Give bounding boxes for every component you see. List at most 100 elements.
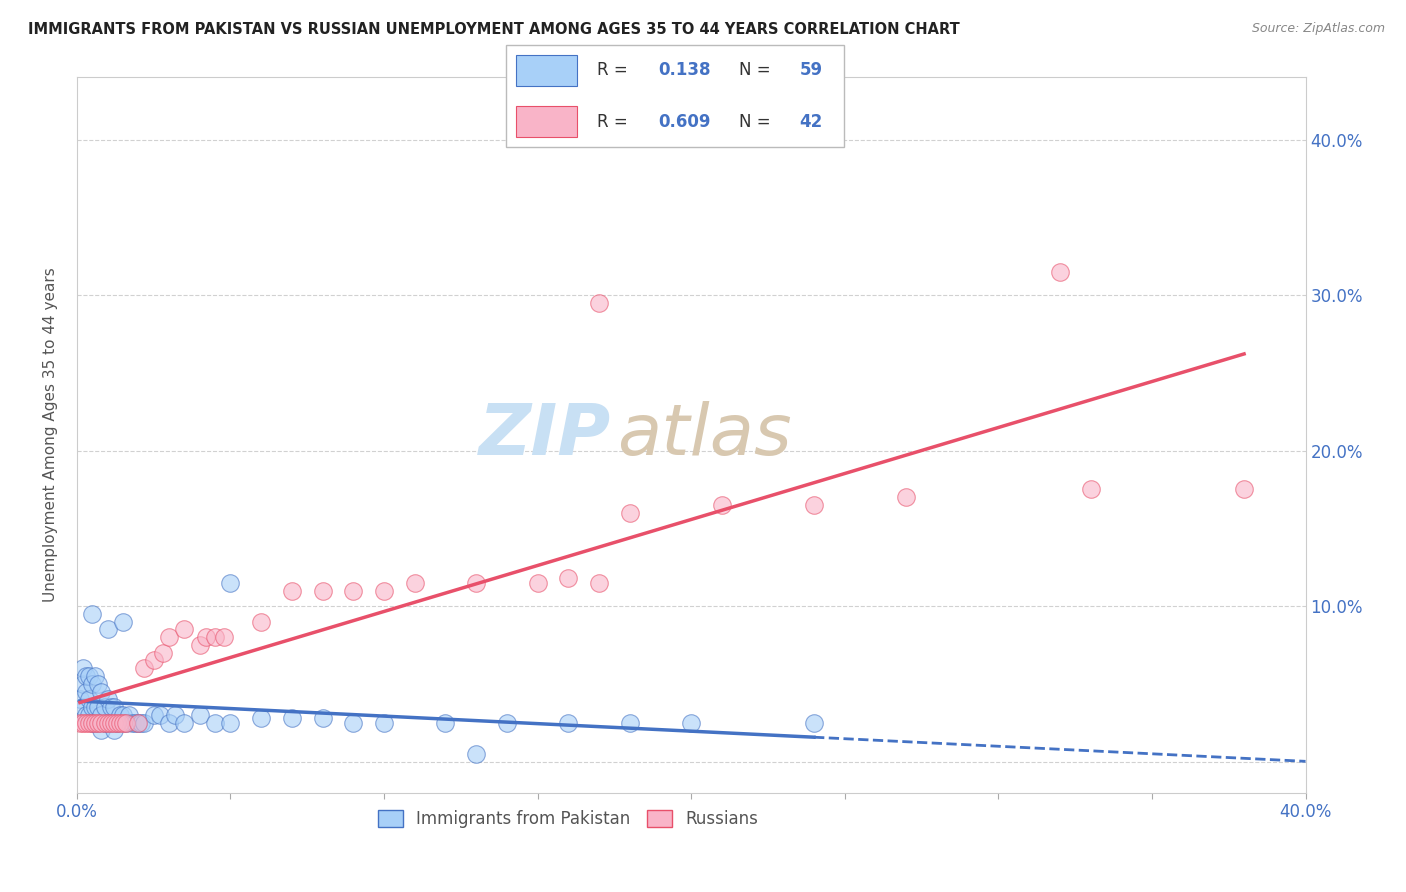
Point: [214, 630, 236, 644]
Point: [557, 571, 579, 585]
Point: [111, 707, 134, 722]
Legend: Immigrants from Pakistan, Russians: Immigrants from Pakistan, Russians: [371, 803, 765, 834]
Point: [204, 630, 226, 644]
Point: [194, 630, 217, 644]
Point: [619, 715, 641, 730]
Point: [72, 715, 94, 730]
Point: [100, 715, 122, 730]
Point: [90, 684, 112, 698]
Point: [373, 583, 395, 598]
Point: [90, 707, 112, 722]
Point: [281, 711, 304, 725]
Point: [75, 684, 97, 698]
Point: [121, 715, 143, 730]
Point: [82, 607, 104, 621]
Point: [97, 623, 120, 637]
Point: [250, 711, 273, 725]
Point: [142, 653, 165, 667]
Point: [87, 700, 110, 714]
Point: [97, 715, 120, 730]
Point: [108, 707, 131, 722]
Point: [93, 715, 115, 730]
Point: [97, 692, 120, 706]
Point: [281, 583, 304, 598]
Point: [82, 715, 104, 730]
Point: [87, 677, 110, 691]
Text: ZIP: ZIP: [479, 401, 612, 469]
Text: N =: N =: [740, 112, 776, 130]
Point: [103, 715, 125, 730]
Text: 42: 42: [800, 112, 823, 130]
Point: [72, 661, 94, 675]
Point: [588, 296, 610, 310]
Point: [134, 715, 156, 730]
Point: [124, 715, 146, 730]
Point: [1080, 483, 1102, 497]
Point: [188, 707, 211, 722]
Point: [72, 700, 94, 714]
Point: [84, 700, 107, 714]
Point: [157, 630, 180, 644]
Point: [87, 715, 110, 730]
Point: [803, 715, 825, 730]
Point: [93, 700, 115, 714]
Point: [77, 669, 100, 683]
Point: [84, 715, 107, 730]
Point: [118, 707, 141, 722]
Point: [465, 747, 488, 761]
Bar: [516, 106, 576, 137]
Point: [219, 715, 242, 730]
Point: [134, 661, 156, 675]
Point: [803, 498, 825, 512]
Text: IMMIGRANTS FROM PAKISTAN VS RUSSIAN UNEMPLOYMENT AMONG AGES 35 TO 44 YEARS CORRE: IMMIGRANTS FROM PAKISTAN VS RUSSIAN UNEM…: [28, 22, 960, 37]
Point: [69, 715, 91, 730]
Point: [131, 715, 153, 730]
Point: [87, 715, 110, 730]
Point: [896, 490, 918, 504]
Text: R =: R =: [598, 112, 633, 130]
Point: [103, 723, 125, 738]
Point: [250, 615, 273, 629]
Point: [105, 715, 128, 730]
Point: [496, 715, 519, 730]
Point: [111, 615, 134, 629]
Point: [149, 707, 172, 722]
Point: [97, 715, 120, 730]
Point: [404, 575, 426, 590]
Point: [465, 575, 488, 590]
Point: [100, 700, 122, 714]
Text: N =: N =: [740, 62, 776, 79]
Text: 0.609: 0.609: [658, 112, 710, 130]
Text: R =: R =: [598, 62, 633, 79]
Point: [157, 715, 180, 730]
Point: [1049, 265, 1071, 279]
Text: 0.138: 0.138: [658, 62, 710, 79]
Point: [165, 707, 187, 722]
FancyBboxPatch shape: [506, 45, 844, 147]
Point: [127, 715, 149, 730]
Point: [311, 711, 333, 725]
Point: [93, 715, 115, 730]
Point: [105, 715, 128, 730]
Point: [84, 669, 107, 683]
Point: [108, 715, 131, 730]
Point: [311, 583, 333, 598]
Point: [342, 583, 364, 598]
Point: [557, 715, 579, 730]
Bar: [516, 55, 576, 86]
Y-axis label: Unemployment Among Ages 35 to 44 years: Unemployment Among Ages 35 to 44 years: [44, 268, 58, 602]
Point: [342, 715, 364, 730]
Point: [77, 707, 100, 722]
Point: [142, 707, 165, 722]
Point: [75, 715, 97, 730]
Point: [710, 498, 733, 512]
Point: [82, 700, 104, 714]
Point: [82, 715, 104, 730]
Text: atlas: atlas: [617, 401, 792, 469]
Point: [681, 715, 703, 730]
Point: [90, 715, 112, 730]
Point: [173, 715, 195, 730]
Point: [588, 575, 610, 590]
Point: [72, 677, 94, 691]
Point: [619, 506, 641, 520]
